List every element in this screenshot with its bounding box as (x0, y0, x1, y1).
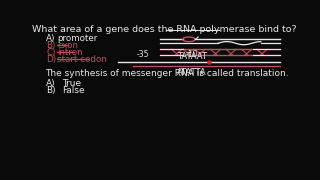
Text: B): B) (46, 86, 56, 95)
Text: False: False (62, 86, 84, 95)
Text: -10: -10 (186, 50, 198, 59)
Text: start codon: start codon (57, 55, 107, 64)
Text: C): C) (46, 48, 56, 57)
Text: What area of a gene does the RNA polymerase bind to?: What area of a gene does the RNA polymer… (32, 25, 296, 34)
Text: ATATTA: ATATTA (177, 68, 207, 77)
Text: True: True (62, 79, 81, 88)
Text: promoter: promoter (57, 34, 97, 43)
Text: D): D) (46, 55, 56, 64)
Text: The synthesis of messenger RNA is called translation.: The synthesis of messenger RNA is called… (45, 69, 288, 78)
Text: exon: exon (57, 41, 78, 50)
Text: A): A) (46, 79, 56, 88)
Text: -35: -35 (137, 50, 149, 59)
Text: B): B) (46, 41, 56, 50)
Text: TATAAT: TATAAT (177, 52, 207, 61)
Text: intron: intron (57, 48, 83, 57)
Text: A): A) (46, 34, 56, 43)
